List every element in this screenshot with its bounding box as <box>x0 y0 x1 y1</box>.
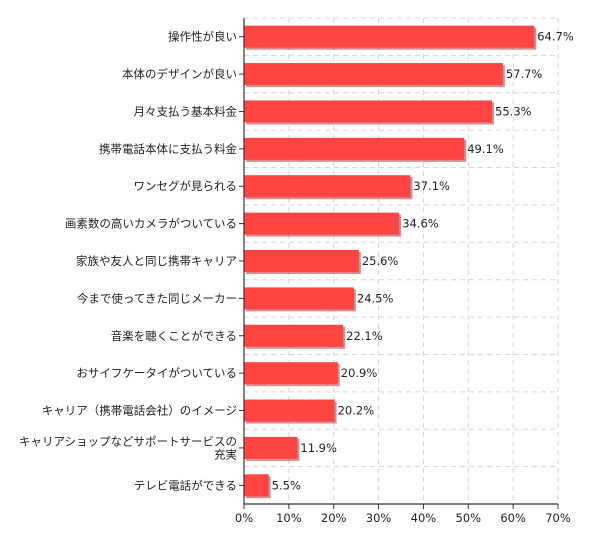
x-tick-label: 60% <box>500 511 526 525</box>
bar <box>244 399 335 422</box>
category-label: 家族や友人と同じ携帯キャリア <box>76 254 237 268</box>
category-label: 充実 <box>214 447 237 461</box>
bar <box>244 474 269 497</box>
x-tick-label: 10% <box>276 511 302 525</box>
category-label: キャリア（携帯電話会社）のイメージ <box>42 404 237 418</box>
category-label: おサイフケータイがついている <box>76 366 237 380</box>
data-label: 22.1% <box>346 329 383 343</box>
data-label: 49.1% <box>467 142 504 156</box>
data-label: 55.3% <box>495 104 532 118</box>
x-tick-label: 50% <box>456 511 482 525</box>
category-label: キャリアショップなどサポートサービスの <box>19 434 237 448</box>
x-tick-label: 0% <box>235 511 253 525</box>
category-label: 月々支払う基本料金 <box>134 104 238 118</box>
bar <box>244 137 465 160</box>
category-label: テレビ電話ができる <box>134 478 237 492</box>
category-label: ワンセグが見られる <box>134 179 238 193</box>
data-label: 64.7% <box>537 30 574 44</box>
x-tick-label: 70% <box>545 511 571 525</box>
bar <box>244 324 344 347</box>
category-label: 操作性が良い <box>168 30 237 44</box>
data-label: 25.6% <box>362 254 399 268</box>
x-tick-label: 20% <box>321 511 347 525</box>
bar <box>244 25 535 48</box>
category-label: 今まで使ってきた同じメーカー <box>77 291 237 305</box>
data-label: 5.5% <box>272 478 301 492</box>
x-tick-label: 30% <box>366 511 392 525</box>
data-label: 57.7% <box>506 67 543 81</box>
bar <box>244 287 354 310</box>
category-label: 画素数の高いカメラがついている <box>65 217 237 231</box>
bar <box>244 175 411 198</box>
x-tick-label: 40% <box>411 511 437 525</box>
bar <box>244 362 338 385</box>
category-label: 本体のデザインが良い <box>122 67 237 81</box>
bar <box>244 250 359 272</box>
data-label: 20.9% <box>341 366 378 380</box>
bar <box>244 100 493 123</box>
category-label: 携帯電話本体に支払う料金 <box>99 142 237 156</box>
bar <box>244 436 298 459</box>
bar <box>244 212 400 235</box>
data-label: 11.9% <box>300 441 337 455</box>
bar <box>244 63 503 86</box>
data-label: 37.1% <box>413 179 450 193</box>
data-label: 20.2% <box>338 404 375 418</box>
data-label: 24.5% <box>357 291 394 305</box>
category-label: 音楽を聴くことができる <box>111 329 237 343</box>
data-label: 34.6% <box>402 217 439 231</box>
